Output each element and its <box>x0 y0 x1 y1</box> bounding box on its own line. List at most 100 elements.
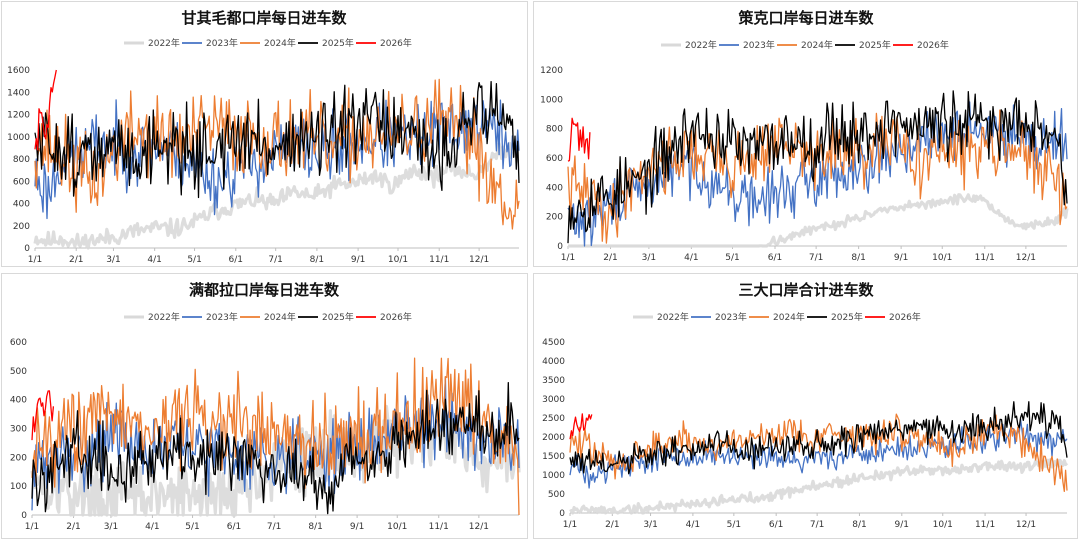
legend-label-2: 2024年 <box>773 311 805 323</box>
y-tick-label-3: 600 <box>13 177 30 187</box>
series-line-2026年 <box>567 117 591 162</box>
x-tick-label-10: 11/1 <box>429 522 449 532</box>
series-line-2022年 <box>569 458 1069 515</box>
x-tick-label-0: 1/1 <box>561 253 575 263</box>
y-tick-label-2: 400 <box>546 183 563 193</box>
x-tick-label-5: 6/1 <box>769 520 783 530</box>
x-tick-label-3: 4/1 <box>686 520 700 530</box>
legend-label-0: 2022年 <box>657 311 689 323</box>
legend-label-1: 2023年 <box>206 311 238 323</box>
legend-label-3: 2025年 <box>859 39 891 51</box>
y-tick-label-8: 1600 <box>7 66 30 76</box>
series-line-2022年 <box>33 141 520 250</box>
y-tick-label-4: 400 <box>10 396 27 406</box>
chart-total: 三大口岸合计进车数 2022年 2023年 2024年 2025年 2026年 0 500 10… <box>542 281 1069 530</box>
plot-area <box>33 69 520 250</box>
y-tick-label-3: 300 <box>10 425 27 435</box>
x-tick-label-5: 6/1 <box>227 522 241 532</box>
y-tick-label-2: 1000 <box>542 471 565 481</box>
plot-area <box>30 357 521 517</box>
legend-label-4: 2026年 <box>889 311 921 323</box>
x-tick-label-11: 12/1 <box>469 255 489 265</box>
series-line-2024年 <box>569 413 1068 493</box>
y-tick-label-6: 3000 <box>542 395 565 405</box>
y-tick-label-4: 800 <box>13 155 30 165</box>
x-tick-label-10: 11/1 <box>429 255 449 265</box>
x-tick-label-10: 11/1 <box>975 520 995 530</box>
y-tick-label-4: 2000 <box>542 433 565 443</box>
y-tick-label-4: 800 <box>546 125 563 135</box>
chart-panel-mandula: 满都拉口岸每日进车数 2022年 2023年 2024年 2025年 2026年 0 100 2… <box>1 273 528 539</box>
y-tick-label-1: 100 <box>10 482 27 492</box>
chart-ceke: 策克口岸每日进车数 2022年 2023年 2024年 2025年 2026年 0 200 40… <box>540 9 1069 263</box>
x-tick-label-4: 5/1 <box>185 522 199 532</box>
y-tick-label-2: 200 <box>10 453 27 463</box>
chart-panel-ganqimaodu: 甘其毛都口岸每日进车数 2022年 2023年 2024年 2025年 2026年 0 200… <box>1 1 528 267</box>
x-tick-label-6: 7/1 <box>809 253 823 263</box>
y-tick-label-8: 4000 <box>542 357 565 367</box>
legend-label-3: 2025年 <box>831 311 863 323</box>
y-tick-label-6: 600 <box>10 338 27 348</box>
x-tick-label-8: 9/1 <box>895 520 909 530</box>
legend-label-0: 2022年 <box>148 311 180 323</box>
y-tick-label-3: 600 <box>546 154 563 164</box>
x-tick-label-1: 2/1 <box>605 520 619 530</box>
y-tick-label-6: 1200 <box>7 111 30 121</box>
y-tick-label-3: 1500 <box>542 452 565 462</box>
legend-label-2: 2024年 <box>264 311 296 323</box>
x-tick-label-6: 7/1 <box>267 522 281 532</box>
x-tick-label-3: 4/1 <box>684 253 698 263</box>
x-tick-label-2: 3/1 <box>642 253 656 263</box>
y-tick-label-0: 0 <box>21 511 27 521</box>
x-tick-label-9: 10/1 <box>388 255 408 265</box>
x-tick-label-8: 9/1 <box>350 522 364 532</box>
y-tick-label-9: 4500 <box>542 338 565 348</box>
x-tick-label-6: 7/1 <box>810 520 824 530</box>
x-tick-label-6: 7/1 <box>268 255 282 265</box>
legend-label-2: 2024年 <box>801 39 833 51</box>
y-tick-label-5: 1000 <box>7 133 30 143</box>
legend-label-4: 2026年 <box>917 39 949 51</box>
legend-label-2: 2024年 <box>264 37 296 49</box>
y-tick-label-1: 200 <box>546 213 563 223</box>
x-tick-label-10: 11/1 <box>975 253 995 263</box>
x-tick-label-7: 8/1 <box>310 255 324 265</box>
plot-area <box>567 90 1069 248</box>
x-tick-label-2: 3/1 <box>106 255 120 265</box>
y-tick-label-6: 1200 <box>540 66 563 76</box>
y-tick-label-1: 500 <box>548 490 565 500</box>
x-tick-label-1: 2/1 <box>603 253 617 263</box>
chart-panel-total: 三大口岸合计进车数 2022年 2023年 2024年 2025年 2026年 0 500 10… <box>533 273 1078 539</box>
series-line-2026年 <box>569 413 593 440</box>
x-tick-label-4: 5/1 <box>187 255 201 265</box>
y-tick-label-1: 200 <box>13 222 30 232</box>
plot-area <box>569 401 1069 515</box>
x-tick-label-1: 2/1 <box>66 522 80 532</box>
x-tick-label-5: 6/1 <box>768 253 782 263</box>
x-tick-label-4: 5/1 <box>725 253 739 263</box>
y-tick-label-2: 400 <box>13 200 30 210</box>
legend-label-4: 2026年 <box>380 37 412 49</box>
x-tick-label-0: 1/1 <box>563 520 577 530</box>
x-tick-label-8: 9/1 <box>894 253 908 263</box>
legend-label-4: 2026年 <box>380 311 412 323</box>
chart-title: 策克口岸每日进车数 <box>737 9 874 27</box>
chart-mandula: 满都拉口岸每日进车数 2022年 2023年 2024年 2025年 2026年 0 100 2… <box>10 281 521 532</box>
series-line-2025年 <box>569 401 1068 475</box>
x-tick-label-7: 8/1 <box>308 522 322 532</box>
legend-label-0: 2022年 <box>685 39 717 51</box>
legend-label-1: 2023年 <box>206 37 238 49</box>
x-tick-label-9: 10/1 <box>387 522 407 532</box>
series-line-2025年 <box>34 80 520 199</box>
x-tick-label-4: 5/1 <box>727 520 741 530</box>
x-tick-label-7: 8/1 <box>852 520 866 530</box>
x-tick-label-11: 12/1 <box>469 522 489 532</box>
y-tick-label-0: 0 <box>557 242 563 252</box>
y-tick-label-5: 1000 <box>540 95 563 105</box>
series-line-2022年 <box>567 193 1069 248</box>
legend-label-0: 2022年 <box>148 37 180 49</box>
x-tick-label-3: 4/1 <box>147 255 161 265</box>
x-tick-label-0: 1/1 <box>25 522 39 532</box>
